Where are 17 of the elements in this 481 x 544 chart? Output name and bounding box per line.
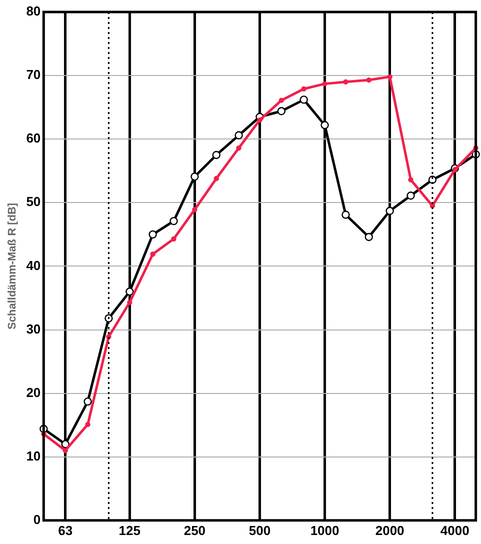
x-tick-label: 2000 [375, 522, 404, 538]
x-tick-label: 500 [248, 522, 271, 538]
x-tick-label: 1000 [310, 522, 340, 538]
y-tick-label: 0 [33, 512, 41, 527]
y-tick-label: 40 [26, 258, 41, 273]
y-tick-label: 80 [26, 4, 41, 19]
y-tick-label: 50 [26, 194, 41, 210]
y-tick-label: 60 [26, 130, 41, 146]
y-tick-label: 20 [26, 384, 41, 400]
x-tick-label: 63 [58, 522, 73, 538]
y-tick-label: 10 [26, 448, 41, 464]
y-tick-label: 30 [26, 321, 41, 336]
x-tick-label: 250 [184, 522, 206, 538]
y-tick-label: 70 [26, 67, 41, 82]
x-tick-label: 4000 [440, 522, 470, 538]
x-tick-label: 125 [118, 522, 140, 538]
y-axis-title: Schalldämm-Maß R [dB] [6, 202, 19, 330]
